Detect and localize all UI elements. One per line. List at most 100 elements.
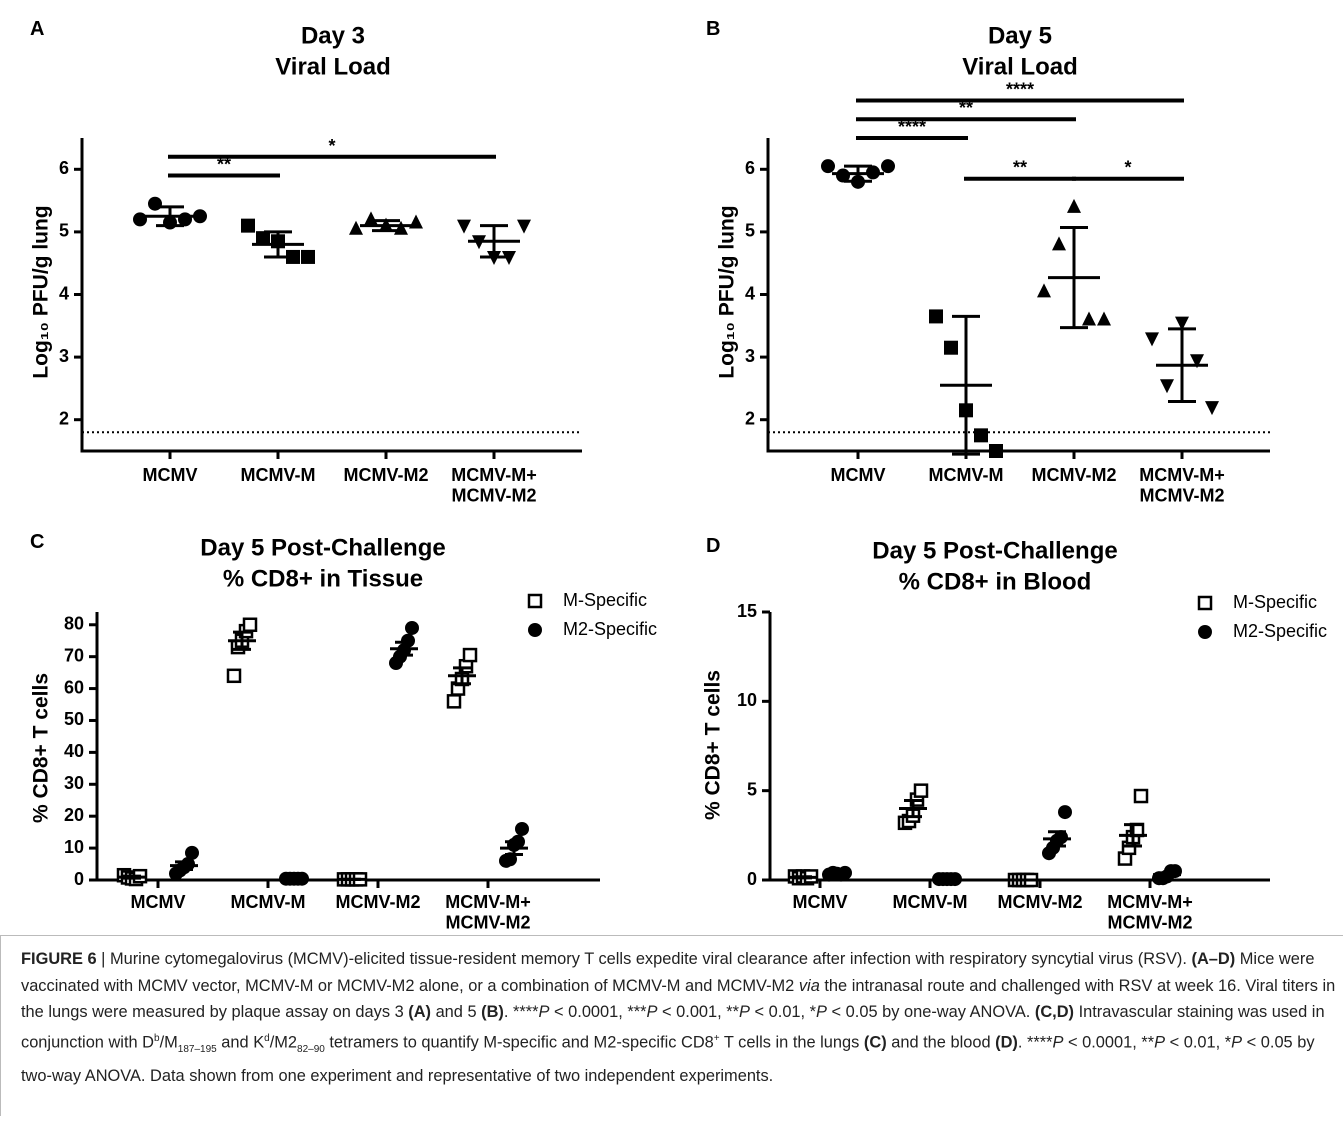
caption-text: + bbox=[713, 1032, 720, 1044]
legend-marker bbox=[1198, 625, 1212, 639]
chart-title: Day 5 Post-Challenge bbox=[200, 534, 445, 561]
y-tick-label: 3 bbox=[745, 346, 755, 366]
chart-title: Viral Load bbox=[275, 53, 391, 80]
dot bbox=[1058, 805, 1072, 820]
y-tick-label: 4 bbox=[59, 283, 69, 303]
significance-label: ** bbox=[217, 155, 231, 175]
error-bar bbox=[233, 630, 251, 651]
y-tick-label: 5 bbox=[59, 221, 69, 241]
dot bbox=[913, 783, 929, 798]
caption-text: P bbox=[646, 1003, 658, 1021]
dot bbox=[226, 668, 242, 684]
x-tick-label: MCMV-M+ MCMV-M2 bbox=[445, 892, 531, 930]
caption-text: (B) bbox=[481, 1003, 504, 1021]
y-tick-label: 40 bbox=[64, 741, 84, 761]
chart-title: Day 5 bbox=[988, 22, 1052, 49]
legend-label: M2-Specific bbox=[1233, 621, 1327, 641]
x-tick-label: MCMV-M+ MCMV-M2 bbox=[1107, 892, 1193, 930]
y-tick-label: 0 bbox=[74, 869, 84, 889]
caption-text: < 0.01, * bbox=[749, 1003, 817, 1021]
y-tick-label: 50 bbox=[64, 709, 84, 729]
y-tick-label: 10 bbox=[737, 690, 757, 710]
dot bbox=[301, 249, 315, 264]
panel-label: D bbox=[706, 535, 720, 557]
y-axis-label: % CD8+ T cells bbox=[702, 670, 725, 820]
dot bbox=[502, 250, 516, 265]
significance-label: ** bbox=[1013, 158, 1027, 178]
dot bbox=[394, 220, 408, 235]
y-tick-label: 30 bbox=[64, 773, 84, 793]
chart-title: % CD8+ in Tissue bbox=[223, 565, 423, 592]
figure: A Day 3 Viral Load Log₁₀ PFU/g lung 2 3 4 5 6 MCM… bbox=[30, 18, 1327, 930]
caption-text: (C) bbox=[863, 1032, 887, 1051]
panel-label: B bbox=[706, 18, 720, 40]
x-tick-label: MCMV-M bbox=[929, 465, 1004, 485]
error-bar bbox=[1158, 871, 1176, 878]
y-tick-label: 10 bbox=[64, 837, 84, 857]
dot bbox=[1082, 311, 1096, 326]
dot bbox=[1097, 311, 1111, 326]
dot bbox=[133, 212, 147, 227]
caption-text: T cells in the lungs bbox=[719, 1032, 864, 1051]
caption-text: P bbox=[538, 1003, 550, 1021]
chart-title: % CD8+ in Blood bbox=[899, 568, 1092, 595]
caption-text: d bbox=[264, 1032, 270, 1044]
caption-text: < 0.001, ** bbox=[657, 1003, 740, 1021]
y-axis-label: Log₁₀ PFU/g lung bbox=[716, 205, 739, 378]
caption-text: P bbox=[739, 1003, 750, 1021]
dot bbox=[286, 249, 300, 264]
error-bar bbox=[123, 874, 141, 880]
x-tick-label: MCMV-M2 bbox=[344, 465, 429, 485]
dot bbox=[1175, 316, 1189, 331]
caption: FIGURE 6 | Murine cytomegalovirus (MCMV)… bbox=[0, 935, 1343, 1116]
caption-text: | Murine cytomegalovirus (MCMV)-elicited… bbox=[96, 950, 1192, 968]
error-bar bbox=[844, 164, 872, 183]
dot bbox=[446, 694, 462, 709]
error-bar bbox=[1124, 823, 1142, 848]
dot bbox=[1037, 283, 1051, 298]
x-tick-label: MCMV bbox=[143, 465, 198, 485]
y-tick-label: 0 bbox=[747, 869, 757, 889]
significance-label: * bbox=[1124, 158, 1131, 178]
caption-text: . **** bbox=[503, 1003, 539, 1021]
caption-text: FIGURE 6 bbox=[21, 950, 97, 968]
y-tick-label: 6 bbox=[745, 158, 755, 178]
x-tick-label: MCMV-M2 bbox=[998, 892, 1083, 912]
y-tick-label: 4 bbox=[745, 283, 755, 303]
y-tick-label: 2 bbox=[59, 408, 69, 428]
caption-text: < 0.0001, *** bbox=[549, 1003, 647, 1021]
caption-text: /M bbox=[159, 1032, 178, 1051]
error-bar bbox=[264, 230, 292, 259]
dot bbox=[1160, 379, 1174, 394]
caption-text: P bbox=[816, 1003, 827, 1021]
y-tick-label: 15 bbox=[737, 601, 757, 621]
x-tick-label: MCMV-M2 bbox=[336, 892, 421, 912]
chart-title: Day 3 bbox=[301, 22, 365, 49]
legend-label: M-Specific bbox=[1233, 592, 1317, 612]
dot bbox=[193, 209, 207, 224]
dot bbox=[1145, 332, 1159, 347]
caption-text: < 0.01, * bbox=[1165, 1032, 1232, 1051]
dot bbox=[517, 219, 531, 234]
chart-title: Viral Load bbox=[962, 53, 1078, 80]
legend-marker bbox=[1197, 595, 1213, 611]
significance-label: ** bbox=[959, 98, 973, 118]
y-tick-label: 5 bbox=[747, 779, 757, 799]
caption-text: < 0.0001, ** bbox=[1063, 1032, 1155, 1051]
panel-label: C bbox=[30, 531, 44, 553]
dot bbox=[242, 617, 258, 633]
caption-text: P bbox=[1231, 1032, 1243, 1051]
chart-title: Day 5 Post-Challenge bbox=[872, 537, 1117, 564]
y-tick-label: 60 bbox=[64, 677, 84, 697]
caption-text: (C,D) bbox=[1034, 1003, 1075, 1021]
caption-text: < 0.05 by two-way ANOVA. Data shown from… bbox=[21, 1032, 1315, 1085]
error-bar bbox=[175, 860, 193, 871]
dot bbox=[349, 220, 363, 235]
significance-label: **** bbox=[898, 117, 926, 137]
dot bbox=[462, 647, 478, 663]
y-axis-label: % CD8+ T cells bbox=[30, 673, 53, 823]
caption-text: via bbox=[798, 976, 820, 995]
caption-text: the intranasal route and challenged with… bbox=[21, 976, 1336, 1022]
significance-label: * bbox=[328, 136, 335, 156]
